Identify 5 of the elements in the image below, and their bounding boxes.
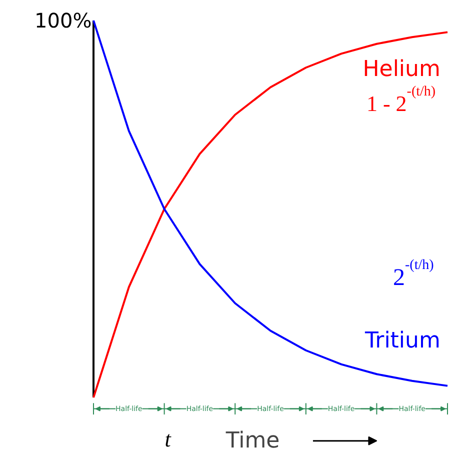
annotation: 100% bbox=[34, 8, 92, 32]
series-label: Tritium bbox=[364, 328, 440, 354]
series-label: Helium bbox=[362, 57, 440, 82]
x-axis-title: Time bbox=[224, 428, 280, 454]
text: t bbox=[164, 426, 172, 452]
